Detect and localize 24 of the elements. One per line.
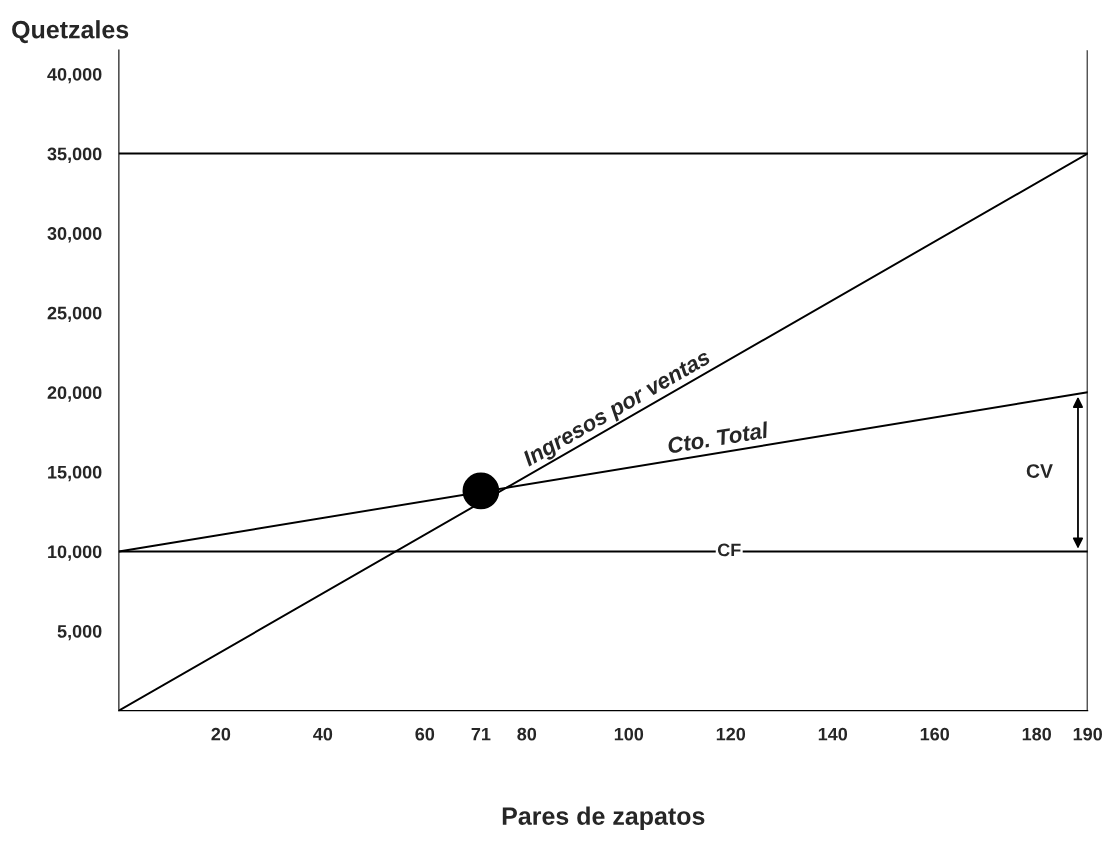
x-tick-label: 180 [1022, 727, 1051, 741]
y-tick-label: 35,000 [47, 147, 102, 163]
x-tick-label: 100 [614, 727, 644, 741]
x-tick-label: 190 [1073, 727, 1102, 741]
x-tick-label: 71 [471, 727, 491, 741]
x-tick-label: 80 [517, 727, 537, 741]
x-axis-title: Pares de zapatos [502, 806, 705, 830]
x-tick-label: 160 [920, 727, 950, 741]
y-axis-title: Quetzales [12, 20, 129, 44]
x-tick-label: 40 [313, 727, 333, 741]
y-tick-label: 30,000 [47, 227, 102, 243]
x-tick-label: 20 [211, 727, 231, 741]
x-tick-label: 60 [415, 727, 435, 741]
y-tick-label: 10,000 [48, 545, 102, 561]
y-tick-label: 5,000 [57, 624, 102, 641]
y-tick-label: 40,000 [47, 67, 102, 84]
annotation: CV [1026, 464, 1053, 478]
y-tick-label: 25,000 [47, 306, 102, 323]
series-label: CF [717, 543, 741, 557]
y-tick-label: 20,000 [47, 386, 102, 402]
x-tick-label: 120 [716, 727, 746, 741]
x-tick-label: 140 [818, 727, 848, 741]
y-tick-label: 15,000 [48, 465, 102, 482]
text: Cto. Total [667, 421, 770, 454]
